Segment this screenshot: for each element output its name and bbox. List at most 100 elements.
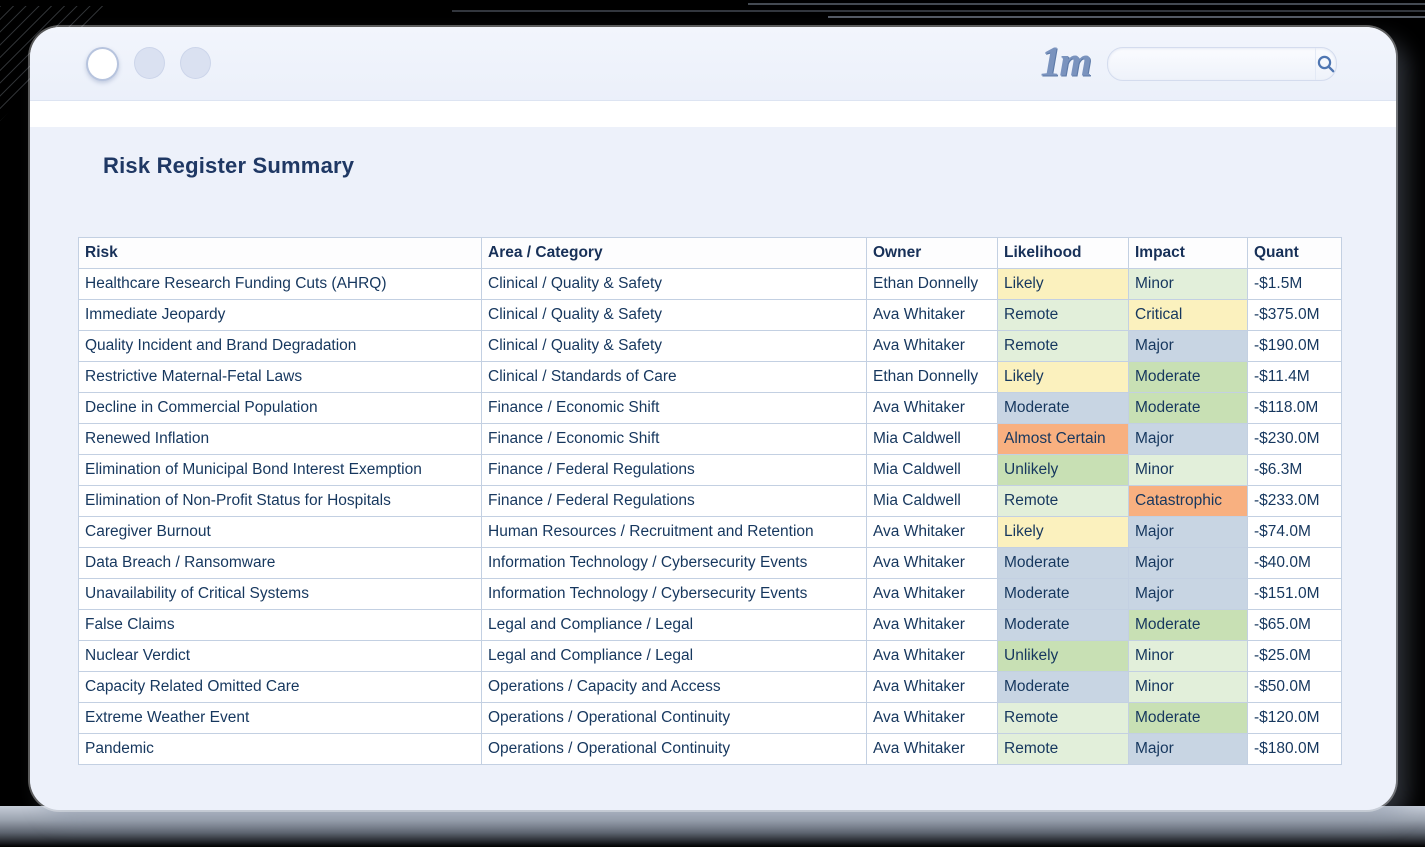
- area-cell: Legal and Compliance / Legal: [481, 640, 867, 672]
- logo: 1m: [1040, 38, 1092, 85]
- window-button-maximize[interactable]: [180, 46, 211, 79]
- quant-cell: -$25.0M: [1247, 640, 1342, 672]
- area-cell: Operations / Capacity and Access: [481, 671, 867, 703]
- likelihood-cell: Moderate: [997, 609, 1129, 641]
- likelihood-cell: Remote: [997, 733, 1129, 765]
- table-row: Caregiver Burnout Human Resources / Recr…: [78, 516, 1342, 548]
- risk-cell: Nuclear Verdict: [78, 640, 482, 672]
- quant-cell: -$120.0M: [1247, 702, 1342, 734]
- table-row: Elimination of Municipal Bond Interest E…: [78, 454, 1342, 486]
- quant-cell: -$180.0M: [1247, 733, 1342, 765]
- table-row: Quality Incident and Brand Degradation C…: [78, 330, 1342, 362]
- decor-line: [748, 3, 1425, 5]
- owner-cell: Ava Whitaker: [866, 702, 998, 734]
- quant-cell: -$151.0M: [1247, 578, 1342, 610]
- area-cell: Clinical / Standards of Care: [481, 361, 867, 393]
- table-row: Capacity Related Omitted Care Operations…: [78, 671, 1342, 703]
- table-row: Healthcare Research Funding Cuts (AHRQ) …: [78, 268, 1342, 300]
- impact-cell: Major: [1128, 547, 1248, 579]
- risk-cell: Caregiver Burnout: [78, 516, 482, 548]
- quant-cell: -$190.0M: [1247, 330, 1342, 362]
- risk-cell: Elimination of Municipal Bond Interest E…: [78, 454, 482, 486]
- table-row: Nuclear Verdict Legal and Compliance / L…: [78, 640, 1342, 672]
- likelihood-cell: Remote: [997, 299, 1129, 331]
- browser-titlebar: 1m: [30, 27, 1396, 101]
- search-icon[interactable]: [1315, 47, 1336, 80]
- owner-cell: Ava Whitaker: [866, 609, 998, 641]
- table-row: Decline in Commercial Population Finance…: [78, 392, 1342, 424]
- impact-cell: Moderate: [1128, 392, 1248, 424]
- table-row: Data Breach / Ransomware Information Tec…: [78, 547, 1342, 579]
- likelihood-cell: Almost Certain: [997, 423, 1129, 455]
- window-button-minimize[interactable]: [134, 46, 165, 79]
- likelihood-cell: Remote: [997, 485, 1129, 517]
- owner-cell: Mia Caldwell: [866, 423, 998, 455]
- quant-cell: -$233.0M: [1247, 485, 1342, 517]
- area-cell: Clinical / Quality & Safety: [481, 330, 867, 362]
- browser-window: 1m Risk Register Summary Risk Area / Cat: [30, 27, 1396, 810]
- table-row: Elimination of Non-Profit Status for Hos…: [78, 485, 1342, 517]
- risk-cell: Healthcare Research Funding Cuts (AHRQ): [78, 268, 482, 300]
- risk-cell: Quality Incident and Brand Degradation: [78, 330, 482, 362]
- risk-cell: Immediate Jeopardy: [78, 299, 482, 331]
- impact-cell: Major: [1128, 516, 1248, 548]
- impact-cell: Major: [1128, 330, 1248, 362]
- area-cell: Operations / Operational Continuity: [481, 702, 867, 734]
- quant-cell: -$375.0M: [1247, 299, 1342, 331]
- impact-cell: Moderate: [1128, 609, 1248, 641]
- owner-cell: Ava Whitaker: [866, 392, 998, 424]
- owner-cell: Ava Whitaker: [866, 640, 998, 672]
- risk-cell: Capacity Related Omitted Care: [78, 671, 482, 703]
- area-cell: Clinical / Quality & Safety: [481, 299, 867, 331]
- likelihood-cell: Moderate: [997, 671, 1129, 703]
- owner-cell: Ava Whitaker: [866, 516, 998, 548]
- column-header-owner: Owner: [866, 237, 998, 269]
- risk-cell: False Claims: [78, 609, 482, 641]
- risk-cell: Elimination of Non-Profit Status for Hos…: [78, 485, 482, 517]
- risk-cell: Data Breach / Ransomware: [78, 547, 482, 579]
- owner-cell: Ethan Donnelly: [866, 268, 998, 300]
- owner-cell: Ava Whitaker: [866, 578, 998, 610]
- decor-line: [452, 10, 1425, 12]
- likelihood-cell: Moderate: [997, 392, 1129, 424]
- likelihood-cell: Likely: [997, 268, 1129, 300]
- risk-cell: Pandemic: [78, 733, 482, 765]
- impact-cell: Catastrophic: [1128, 485, 1248, 517]
- risk-cell: Restrictive Maternal-Fetal Laws: [78, 361, 482, 393]
- owner-cell: Ava Whitaker: [866, 733, 998, 765]
- quant-cell: -$230.0M: [1247, 423, 1342, 455]
- table-row: Restrictive Maternal-Fetal Laws Clinical…: [78, 361, 1342, 393]
- window-drop-shadow: [0, 806, 1425, 847]
- area-cell: Finance / Federal Regulations: [481, 454, 867, 486]
- search-bar[interactable]: [1107, 46, 1337, 81]
- area-cell: Operations / Operational Continuity: [481, 733, 867, 765]
- table-row: Extreme Weather Event Operations / Opera…: [78, 702, 1342, 734]
- window-controls: [86, 46, 211, 81]
- owner-cell: Ava Whitaker: [866, 330, 998, 362]
- likelihood-cell: Unlikely: [997, 640, 1129, 672]
- risk-cell: Decline in Commercial Population: [78, 392, 482, 424]
- search-input[interactable]: [1108, 47, 1315, 80]
- likelihood-cell: Remote: [997, 330, 1129, 362]
- likelihood-cell: Likely: [997, 516, 1129, 548]
- table-row: Pandemic Operations / Operational Contin…: [78, 733, 1342, 765]
- owner-cell: Ava Whitaker: [866, 547, 998, 579]
- quant-cell: -$50.0M: [1247, 671, 1342, 703]
- impact-cell: Critical: [1128, 299, 1248, 331]
- area-cell: Clinical / Quality & Safety: [481, 268, 867, 300]
- column-header-quant: Quant: [1247, 237, 1342, 269]
- table-row: Immediate Jeopardy Clinical / Quality & …: [78, 299, 1342, 331]
- likelihood-cell: Moderate: [997, 578, 1129, 610]
- quant-cell: -$74.0M: [1247, 516, 1342, 548]
- page-content: Risk Register Summary Risk Area / Catego…: [30, 127, 1396, 810]
- risk-cell: Unavailability of Critical Systems: [78, 578, 482, 610]
- quant-cell: -$1.5M: [1247, 268, 1342, 300]
- impact-cell: Major: [1128, 733, 1248, 765]
- owner-cell: Ethan Donnelly: [866, 361, 998, 393]
- window-button-close[interactable]: [86, 46, 119, 81]
- table-row: Renewed Inflation Finance / Economic Shi…: [78, 423, 1342, 455]
- quant-cell: -$40.0M: [1247, 547, 1342, 579]
- page-title: Risk Register Summary: [103, 153, 355, 178]
- area-cell: Finance / Economic Shift: [481, 423, 867, 455]
- risk-register-table: Risk Area / Category Owner Likelihood Im…: [78, 237, 1342, 765]
